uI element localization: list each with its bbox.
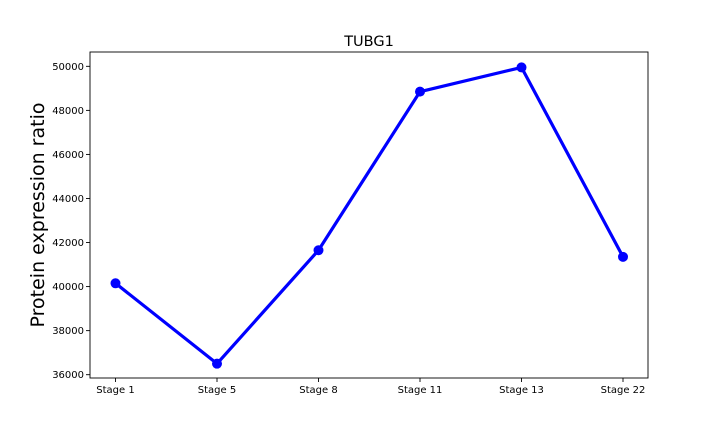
x-tick-label: Stage 5 — [198, 385, 236, 396]
y-tick-label: 50000 — [52, 62, 84, 73]
x-tick-label: Stage 1 — [96, 385, 134, 396]
data-point — [516, 62, 527, 73]
y-tick-label: 46000 — [52, 150, 84, 161]
plot-area — [110, 62, 628, 369]
x-tick-label: Stage 13 — [499, 385, 544, 396]
data-point — [618, 251, 628, 262]
data-point — [212, 358, 222, 369]
y-axis: 36000 38000 40000 42000 44000 46000 48000 50000 — [52, 62, 90, 381]
y-tick-label: 48000 — [52, 106, 84, 117]
y-tick-label: 42000 — [52, 238, 84, 249]
plot-frame — [89, 51, 649, 379]
y-tick-label: 36000 — [52, 370, 84, 381]
x-tick-label: Stage 8 — [299, 385, 337, 396]
y-axis-label: Protein expression ratio — [27, 103, 49, 328]
y-tick-label: 38000 — [52, 326, 84, 337]
chart-title: TUBG1 — [343, 34, 394, 50]
y-tick-label: 40000 — [52, 282, 84, 293]
data-point — [313, 245, 324, 256]
series-line — [114, 65, 625, 366]
x-tick-label: Stage 11 — [398, 385, 443, 396]
x-axis: Stage 1 Stage 5 Stage 8 Stage 11 Stage 13 Sta… — [96, 378, 645, 396]
x-tick-label: Stage 22 — [601, 385, 646, 396]
data-point — [110, 278, 121, 289]
data-point — [415, 86, 425, 97]
y-tick-label: 44000 — [52, 194, 84, 205]
